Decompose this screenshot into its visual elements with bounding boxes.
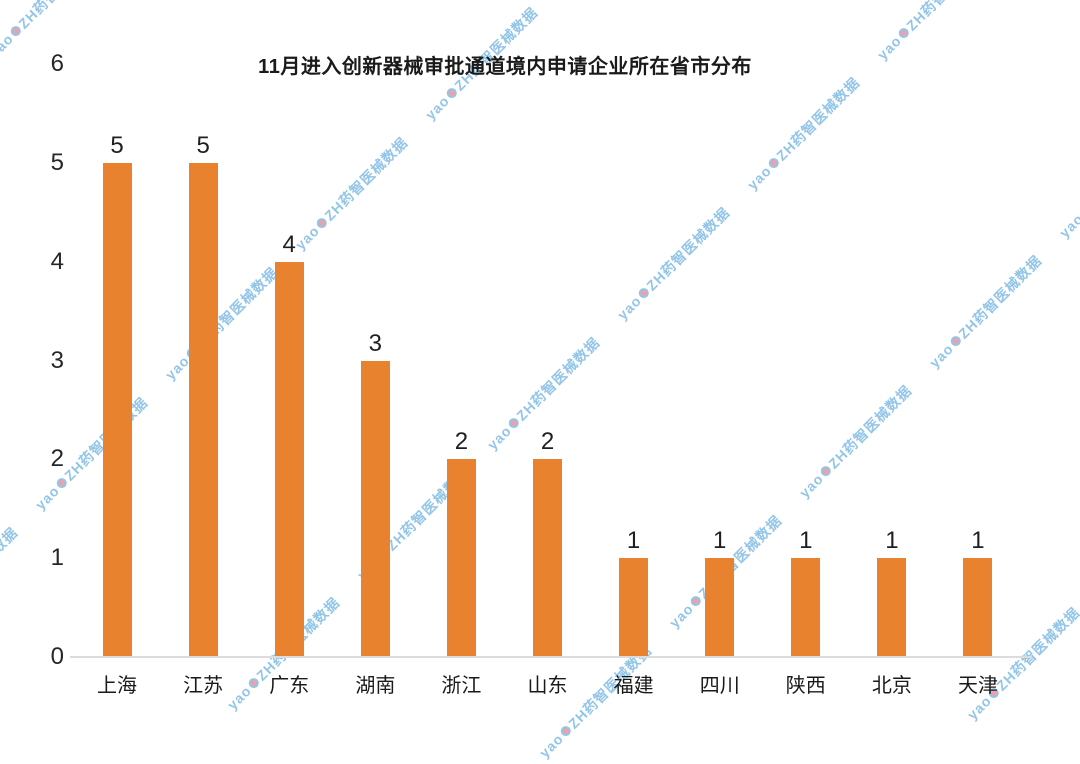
watermark-text: yaoZH药智医械数据: [536, 642, 655, 761]
bar-value-label: 2: [540, 428, 555, 456]
chart-title: 11月进入创新器械审批通道境内申请企业所在省市分布: [258, 56, 752, 78]
bar: [877, 558, 907, 657]
x-axis-label: 上海: [97, 675, 138, 697]
x-axis-label: 北京: [871, 675, 912, 697]
y-tick-label: 2: [50, 445, 64, 473]
bar-column: 2: [418, 64, 504, 657]
bar-value-label: 5: [110, 131, 124, 159]
bar-value-label: 1: [626, 527, 641, 555]
watermark-prefix: yao: [1056, 210, 1080, 241]
y-tick-label: 1: [50, 544, 64, 572]
bar-column: 3: [332, 64, 418, 657]
bar-column: 1: [677, 64, 763, 657]
x-axis-label: 天津: [957, 675, 998, 697]
watermark-text: yaoZH药智医械数据: [1056, 123, 1080, 241]
watermark-suffix: ZH药智医械数据: [903, 0, 993, 34]
bar: [705, 558, 735, 657]
bar: [188, 162, 218, 657]
bar-value-label: 1: [971, 527, 985, 555]
watermark-suffix: ZH药智医械数据: [15, 0, 105, 32]
y-tick-label: 5: [50, 148, 64, 176]
bar: [791, 558, 821, 657]
x-axis-label: 陕西: [785, 675, 826, 697]
y-tick-label: 4: [50, 247, 64, 275]
bar-value-label: 5: [196, 131, 210, 159]
y-tick-label: 3: [50, 346, 64, 374]
x-axis-label: 江苏: [183, 675, 224, 697]
bar-value-label: 1: [885, 527, 899, 555]
bar-value-label: 2: [454, 428, 469, 456]
bar-value-label: 1: [799, 527, 813, 555]
bar-column: 1: [591, 64, 677, 657]
bar: [533, 459, 563, 657]
bar-value-label: 1: [713, 527, 727, 555]
y-axis: 0 1 2 3 4 5 6: [0, 52, 64, 669]
plot-area: 5 5 4 3 2 2 1 1 1 1 1: [74, 64, 1021, 657]
bar-column: 1: [935, 64, 1021, 657]
bar-column: 1: [763, 64, 849, 657]
bar: [963, 558, 993, 657]
bar-column: 5: [160, 64, 246, 657]
bar: [360, 360, 390, 657]
y-tick-label: 0: [50, 643, 64, 670]
x-axis-label: 山东: [527, 675, 568, 697]
x-axis-line: [70, 656, 1032, 658]
bar-column: 4: [246, 64, 332, 657]
x-axis-label: 广东: [269, 675, 310, 697]
bar-column: 1: [849, 64, 935, 657]
x-axis-label: 湖南: [355, 675, 396, 697]
bar: [619, 558, 649, 657]
x-axis-label: 四川: [699, 675, 740, 697]
bar-column: 5: [74, 64, 160, 657]
bar: [274, 261, 304, 657]
bar-value-label: 3: [368, 329, 382, 357]
bar-value-label: 4: [282, 230, 296, 258]
y-tick-label: 6: [50, 50, 64, 77]
x-axis-labels: 上海 江苏 广东 湖南 浙江 山东 福建 四川 陕西 北京 天津: [74, 669, 1021, 698]
bar: [102, 162, 132, 657]
bar: [446, 459, 476, 657]
x-axis-label: 浙江: [441, 675, 482, 697]
bar-column: 2: [504, 64, 590, 657]
x-axis-label: 福建: [613, 675, 654, 697]
